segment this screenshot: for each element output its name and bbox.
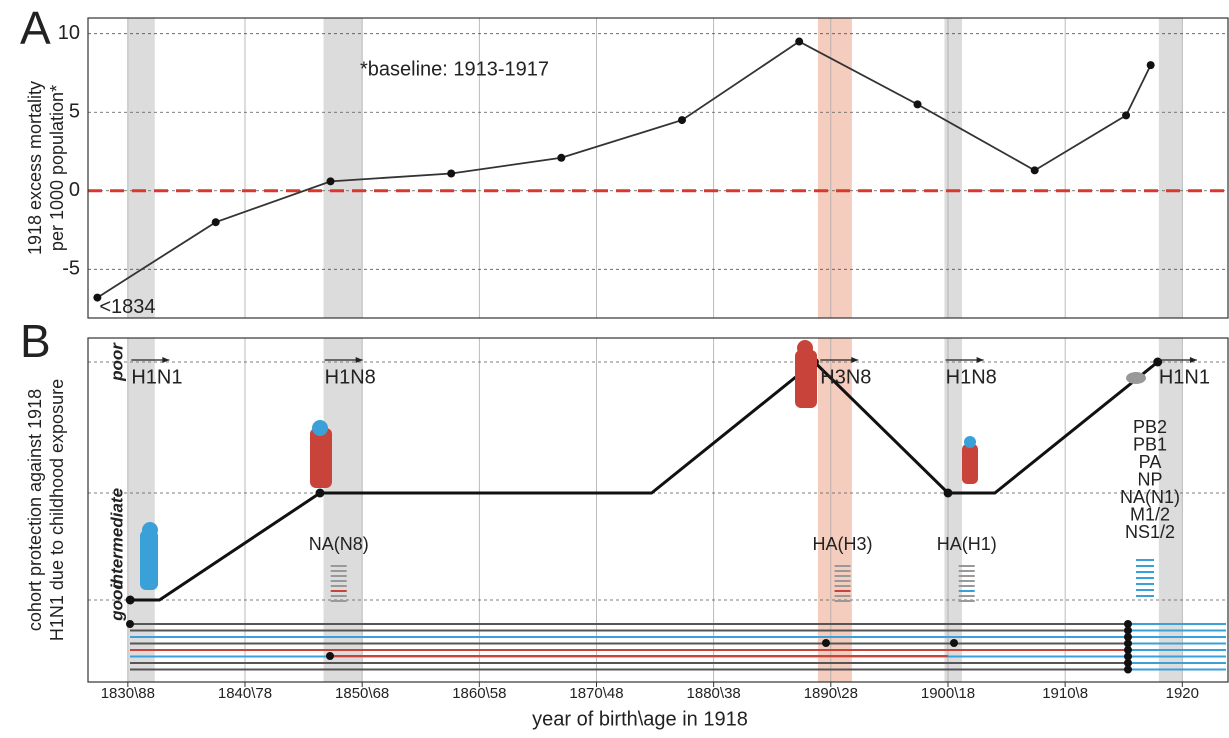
data-point bbox=[678, 116, 687, 125]
y-axis-label: per 1000 population* bbox=[47, 85, 67, 251]
band bbox=[944, 338, 963, 682]
lineage-node bbox=[950, 639, 958, 647]
band bbox=[323, 18, 363, 318]
figure-icon bbox=[142, 522, 158, 538]
gene-label: PB2 bbox=[1133, 417, 1167, 437]
data-point bbox=[93, 293, 102, 302]
arrow-head bbox=[1189, 357, 1197, 363]
level-label: intermediate bbox=[107, 488, 126, 589]
data-point bbox=[447, 169, 456, 178]
y-axis-label: 1918 excess mortality bbox=[25, 81, 45, 255]
x-tick-label: 1920 bbox=[1166, 685, 1199, 702]
data-point bbox=[1122, 111, 1131, 120]
y-tick-label: 0 bbox=[69, 179, 80, 201]
x-tick-label: 1840\78 bbox=[218, 685, 272, 702]
panel-frame bbox=[87, 17, 1229, 319]
panel-frame bbox=[87, 337, 1229, 683]
gene-label: M1/2 bbox=[1130, 504, 1170, 524]
gene-label: NA(N1) bbox=[1120, 487, 1180, 507]
lineage-node bbox=[1124, 646, 1132, 654]
lineage-node bbox=[1124, 620, 1132, 628]
point-label: <1834 bbox=[99, 296, 155, 318]
figure-icon bbox=[962, 444, 978, 484]
level-label: good bbox=[107, 579, 126, 622]
figure-icon bbox=[795, 350, 817, 408]
data-point bbox=[557, 153, 566, 162]
x-tick-label: 1890\28 bbox=[804, 685, 858, 702]
subtype-label: H1N8 bbox=[946, 366, 997, 388]
data-point bbox=[913, 100, 922, 109]
y-axis-label: cohort protection against 1918 bbox=[25, 389, 45, 631]
lineage-node bbox=[1124, 659, 1132, 667]
y-tick-label: -5 bbox=[62, 258, 80, 280]
arrow-head bbox=[976, 357, 984, 363]
y-axis-label: H1N1 due to childhood exposure bbox=[47, 379, 67, 641]
protection-line bbox=[130, 359, 1159, 602]
lineage-node bbox=[1124, 652, 1132, 661]
figure-icon bbox=[310, 428, 332, 488]
x-tick-label: 1870\48 bbox=[569, 685, 623, 702]
y-tick-label: 5 bbox=[69, 101, 80, 123]
gene-label: NS1/2 bbox=[1125, 522, 1175, 542]
y-tick-label: 10 bbox=[58, 22, 80, 44]
data-point bbox=[315, 488, 325, 498]
arrow-head bbox=[162, 357, 170, 363]
level-label: poor bbox=[107, 342, 126, 382]
gene-label: NA(N8) bbox=[309, 534, 369, 554]
figure-icon bbox=[964, 436, 976, 448]
lineage-node bbox=[326, 652, 334, 660]
band bbox=[127, 18, 155, 318]
data-line bbox=[96, 40, 1152, 299]
figure-icon bbox=[140, 530, 158, 590]
annotation: *baseline: 1913-1917 bbox=[360, 58, 549, 80]
data-point bbox=[1146, 61, 1155, 70]
x-tick-label: 1850\68 bbox=[335, 685, 389, 702]
data-point bbox=[211, 218, 220, 227]
arrow-head bbox=[355, 357, 363, 363]
lineage-node bbox=[822, 639, 830, 647]
x-tick-label: 1830\88 bbox=[101, 685, 155, 702]
subtype-label: H1N1 bbox=[131, 366, 182, 388]
x-tick-label: 1900\18 bbox=[921, 685, 975, 702]
lineage-node bbox=[126, 620, 134, 628]
data-point bbox=[1030, 166, 1039, 175]
data-point bbox=[326, 177, 335, 186]
gene-label: HA(H1) bbox=[937, 534, 997, 554]
lineage-node bbox=[1124, 665, 1132, 674]
data-point bbox=[795, 37, 804, 46]
subtype-label: H3N8 bbox=[820, 366, 871, 388]
band bbox=[817, 18, 852, 318]
panel-letter: A bbox=[20, 2, 51, 54]
band bbox=[1158, 18, 1183, 318]
panel-letter: B bbox=[20, 315, 51, 367]
figure-icon bbox=[312, 420, 328, 436]
x-axis-label: year of birth\age in 1918 bbox=[532, 708, 748, 730]
gene-label: PB1 bbox=[1133, 434, 1167, 454]
gene-label: NP bbox=[1137, 469, 1162, 489]
figure-icon bbox=[797, 340, 813, 356]
lineage-node bbox=[1124, 633, 1132, 641]
lineage-node bbox=[1124, 639, 1132, 648]
data-point bbox=[125, 595, 135, 605]
x-tick-label: 1910\8 bbox=[1042, 685, 1088, 702]
subtype-label: H1N8 bbox=[325, 366, 376, 388]
data-point bbox=[943, 488, 953, 498]
data-point bbox=[1153, 357, 1163, 367]
band bbox=[944, 18, 963, 318]
figure-icon bbox=[1126, 372, 1146, 384]
gene-label: PA bbox=[1139, 452, 1162, 472]
subtype-label: H1N1 bbox=[1159, 366, 1210, 388]
gene-label: HA(H3) bbox=[813, 534, 873, 554]
x-tick-label: 1860\58 bbox=[452, 685, 506, 702]
lineage-node bbox=[1124, 626, 1132, 635]
x-tick-label: 1880\38 bbox=[687, 685, 741, 702]
arrow-head bbox=[851, 357, 859, 363]
band bbox=[1158, 338, 1183, 682]
